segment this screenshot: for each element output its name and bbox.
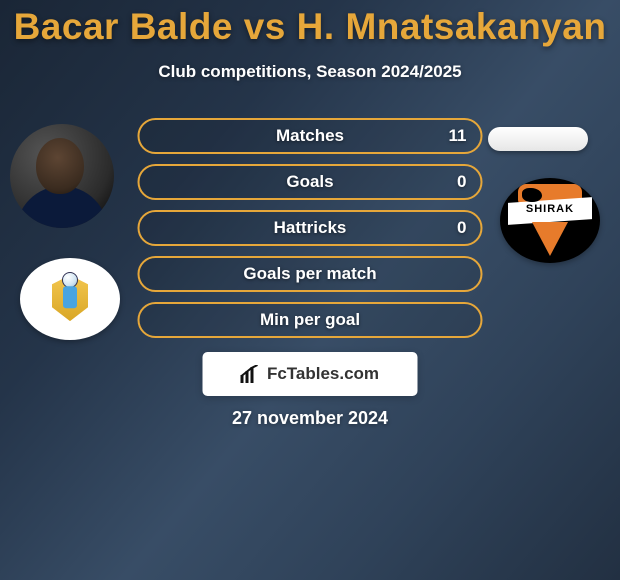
stat-row: Min per goal — [138, 302, 483, 338]
stat-label: Hattricks — [274, 218, 347, 238]
home-club-crest — [20, 258, 120, 340]
date-line: 27 november 2024 — [0, 408, 620, 429]
stat-row: Matches 11 — [138, 118, 483, 154]
stat-label: Min per goal — [260, 310, 360, 330]
stat-label: Goals — [286, 172, 333, 192]
away-club-crest: SHIRAK — [500, 178, 600, 263]
page-title: Bacar Balde vs H. Mnatsakanyan — [0, 0, 620, 48]
player-left-avatar — [10, 124, 114, 228]
stat-label: Matches — [276, 126, 344, 146]
brand-box: FcTables.com — [203, 352, 418, 396]
stat-row: Hattricks 0 — [138, 210, 483, 246]
stat-row: Goals per match — [138, 256, 483, 292]
stat-right-value: 0 — [457, 172, 466, 192]
stat-right-value: 0 — [457, 218, 466, 238]
chart-icon — [241, 365, 261, 383]
stat-row: Goals 0 — [138, 164, 483, 200]
stats-list: Matches 11 Goals 0 Hattricks 0 Goals per… — [138, 118, 483, 348]
subtitle: Club competitions, Season 2024/2025 — [0, 62, 620, 82]
stat-right-value: 11 — [449, 126, 467, 146]
stat-label: Goals per match — [243, 264, 376, 284]
away-crest-text: SHIRAK — [500, 203, 600, 215]
brand-text: FcTables.com — [267, 364, 379, 384]
player-right-avatar-placeholder — [488, 127, 588, 151]
